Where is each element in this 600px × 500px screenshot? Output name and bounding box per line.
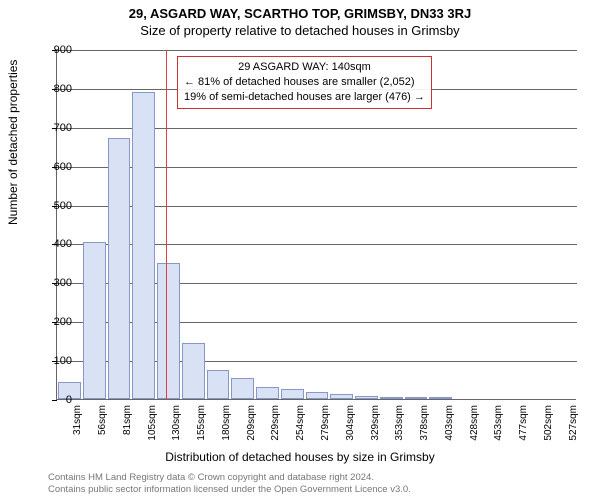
histogram-bar [405, 397, 428, 399]
histogram-bar [83, 242, 106, 400]
histogram-bar [207, 370, 230, 399]
histogram-bar [429, 397, 452, 399]
xtick-label: 209sqm [246, 405, 257, 441]
ytick-label: 700 [42, 122, 72, 134]
xtick-label: 353sqm [394, 405, 405, 441]
annotation-line: 29 ASGARD WAY: 140sqm [184, 60, 425, 75]
histogram-bar [330, 394, 353, 399]
footer-line1: Contains HM Land Registry data © Crown c… [48, 472, 411, 484]
histogram-bar [108, 138, 131, 399]
histogram-bar [355, 396, 378, 399]
histogram-bar [281, 389, 304, 399]
chart-title-address: 29, ASGARD WAY, SCARTHO TOP, GRIMSBY, DN… [0, 0, 600, 21]
xtick-label: 56sqm [97, 405, 108, 435]
xtick-label: 180sqm [221, 405, 232, 441]
reference-line [166, 50, 167, 400]
xtick-label: 81sqm [122, 405, 133, 435]
xtick-label: 403sqm [444, 405, 455, 441]
chart-subtitle: Size of property relative to detached ho… [0, 21, 600, 38]
xtick-label: 31sqm [72, 405, 83, 435]
xtick-label: 105sqm [147, 405, 158, 441]
annotation-line: ← 81% of detached houses are smaller (2,… [184, 75, 425, 90]
ytick-label: 900 [42, 44, 72, 56]
chart-area: 31sqm56sqm81sqm105sqm130sqm155sqm180sqm2… [56, 50, 576, 400]
xtick-label: 304sqm [345, 405, 356, 441]
xtick-label: 477sqm [518, 405, 529, 441]
y-axis-label: Number of detached properties [6, 60, 20, 225]
footer-attribution: Contains HM Land Registry data © Crown c… [48, 472, 411, 496]
xtick-label: 428sqm [469, 405, 480, 441]
plot-area: 31sqm56sqm81sqm105sqm130sqm155sqm180sqm2… [56, 50, 576, 400]
xtick-label: 527sqm [568, 405, 579, 441]
histogram-bar [256, 387, 279, 399]
ytick-label: 100 [42, 355, 72, 367]
histogram-bar [182, 343, 205, 399]
histogram-bar [306, 392, 329, 399]
xtick-label: 130sqm [171, 405, 182, 441]
ytick-label: 800 [42, 83, 72, 95]
gridline [57, 50, 577, 51]
ytick-label: 600 [42, 161, 72, 173]
histogram-bar [157, 263, 180, 399]
xtick-label: 279sqm [320, 405, 331, 441]
ytick-label: 500 [42, 200, 72, 212]
x-axis-label: Distribution of detached houses by size … [0, 450, 600, 464]
xtick-label: 378sqm [419, 405, 430, 441]
xtick-label: 453sqm [493, 405, 504, 441]
ytick-label: 0 [42, 394, 72, 406]
xtick-label: 329sqm [370, 405, 381, 441]
xtick-label: 229sqm [270, 405, 281, 441]
xtick-label: 502sqm [543, 405, 554, 441]
histogram-bar [380, 397, 403, 399]
ytick-label: 200 [42, 316, 72, 328]
annotation-box: 29 ASGARD WAY: 140sqm← 81% of detached h… [177, 56, 432, 109]
ytick-label: 400 [42, 238, 72, 250]
histogram-bar [231, 378, 254, 399]
histogram-bar [132, 92, 155, 399]
ytick-label: 300 [42, 277, 72, 289]
annotation-line: 19% of semi-detached houses are larger (… [184, 90, 425, 105]
xtick-label: 155sqm [196, 405, 207, 441]
footer-line2: Contains public sector information licen… [48, 484, 411, 496]
xtick-label: 254sqm [295, 405, 306, 441]
